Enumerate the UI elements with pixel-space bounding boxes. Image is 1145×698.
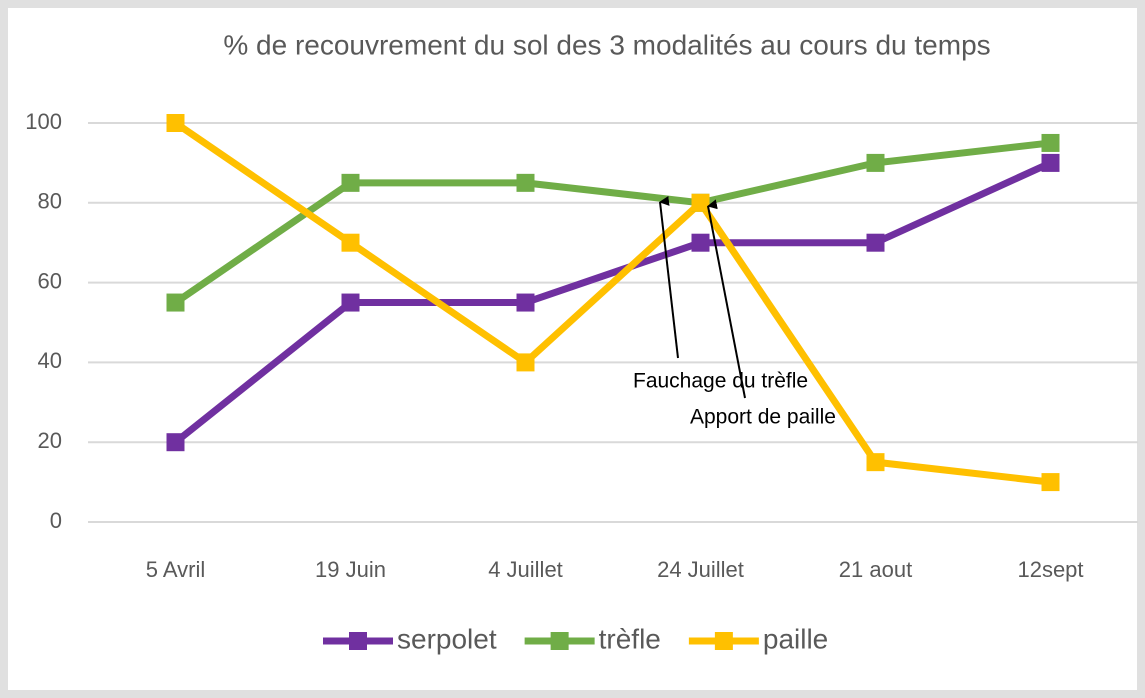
marker (166, 293, 185, 312)
marker (691, 193, 710, 212)
chart-title: % de recouvrement du sol des 3 modalités… (223, 29, 990, 60)
series-line (173, 139, 1051, 306)
legend-label: paille (763, 623, 828, 654)
x-tick-label: 24 Juillet (657, 557, 744, 582)
series-line (173, 159, 1052, 445)
series-line (173, 120, 1051, 486)
marker (866, 153, 885, 172)
marker (866, 453, 885, 472)
x-tick-label: 19 Juin (315, 557, 386, 582)
marker (341, 173, 360, 192)
annotation: Apport de paille (690, 406, 836, 429)
marker (516, 353, 535, 372)
annotation: Fauchage du trèfle (633, 370, 808, 393)
marker (341, 293, 360, 312)
plot (166, 114, 1060, 492)
x-tick-label: 4 Juillet (488, 557, 563, 582)
marker (1041, 153, 1060, 172)
marker (341, 233, 360, 252)
arrow (707, 199, 746, 399)
legend-label: serpolet (397, 623, 497, 654)
x-tick-label: 12sept (1017, 557, 1083, 582)
y-tick-label: 0 (50, 508, 62, 533)
marker (691, 233, 710, 252)
y-tick-label: 100 (25, 109, 62, 134)
x-tick-label: 21 aout (839, 557, 912, 582)
y-tick-label: 60 (38, 268, 62, 293)
marker (166, 114, 185, 132)
legend-marker (714, 632, 733, 650)
marker (1041, 473, 1060, 492)
legend-marker (349, 632, 367, 650)
marker (1041, 133, 1060, 152)
arrow (659, 196, 679, 359)
marker (516, 293, 535, 312)
x-tick-label: 5 Avril (146, 557, 206, 582)
marker (516, 173, 535, 192)
legend-label: trèfle (599, 623, 661, 654)
legend-marker (550, 632, 569, 650)
y-tick-label: 40 (38, 348, 62, 373)
marker (166, 433, 185, 452)
grid (88, 122, 1138, 523)
y-tick-label: 20 (38, 428, 62, 453)
marker (866, 233, 885, 252)
y-tick-label: 80 (38, 189, 62, 214)
